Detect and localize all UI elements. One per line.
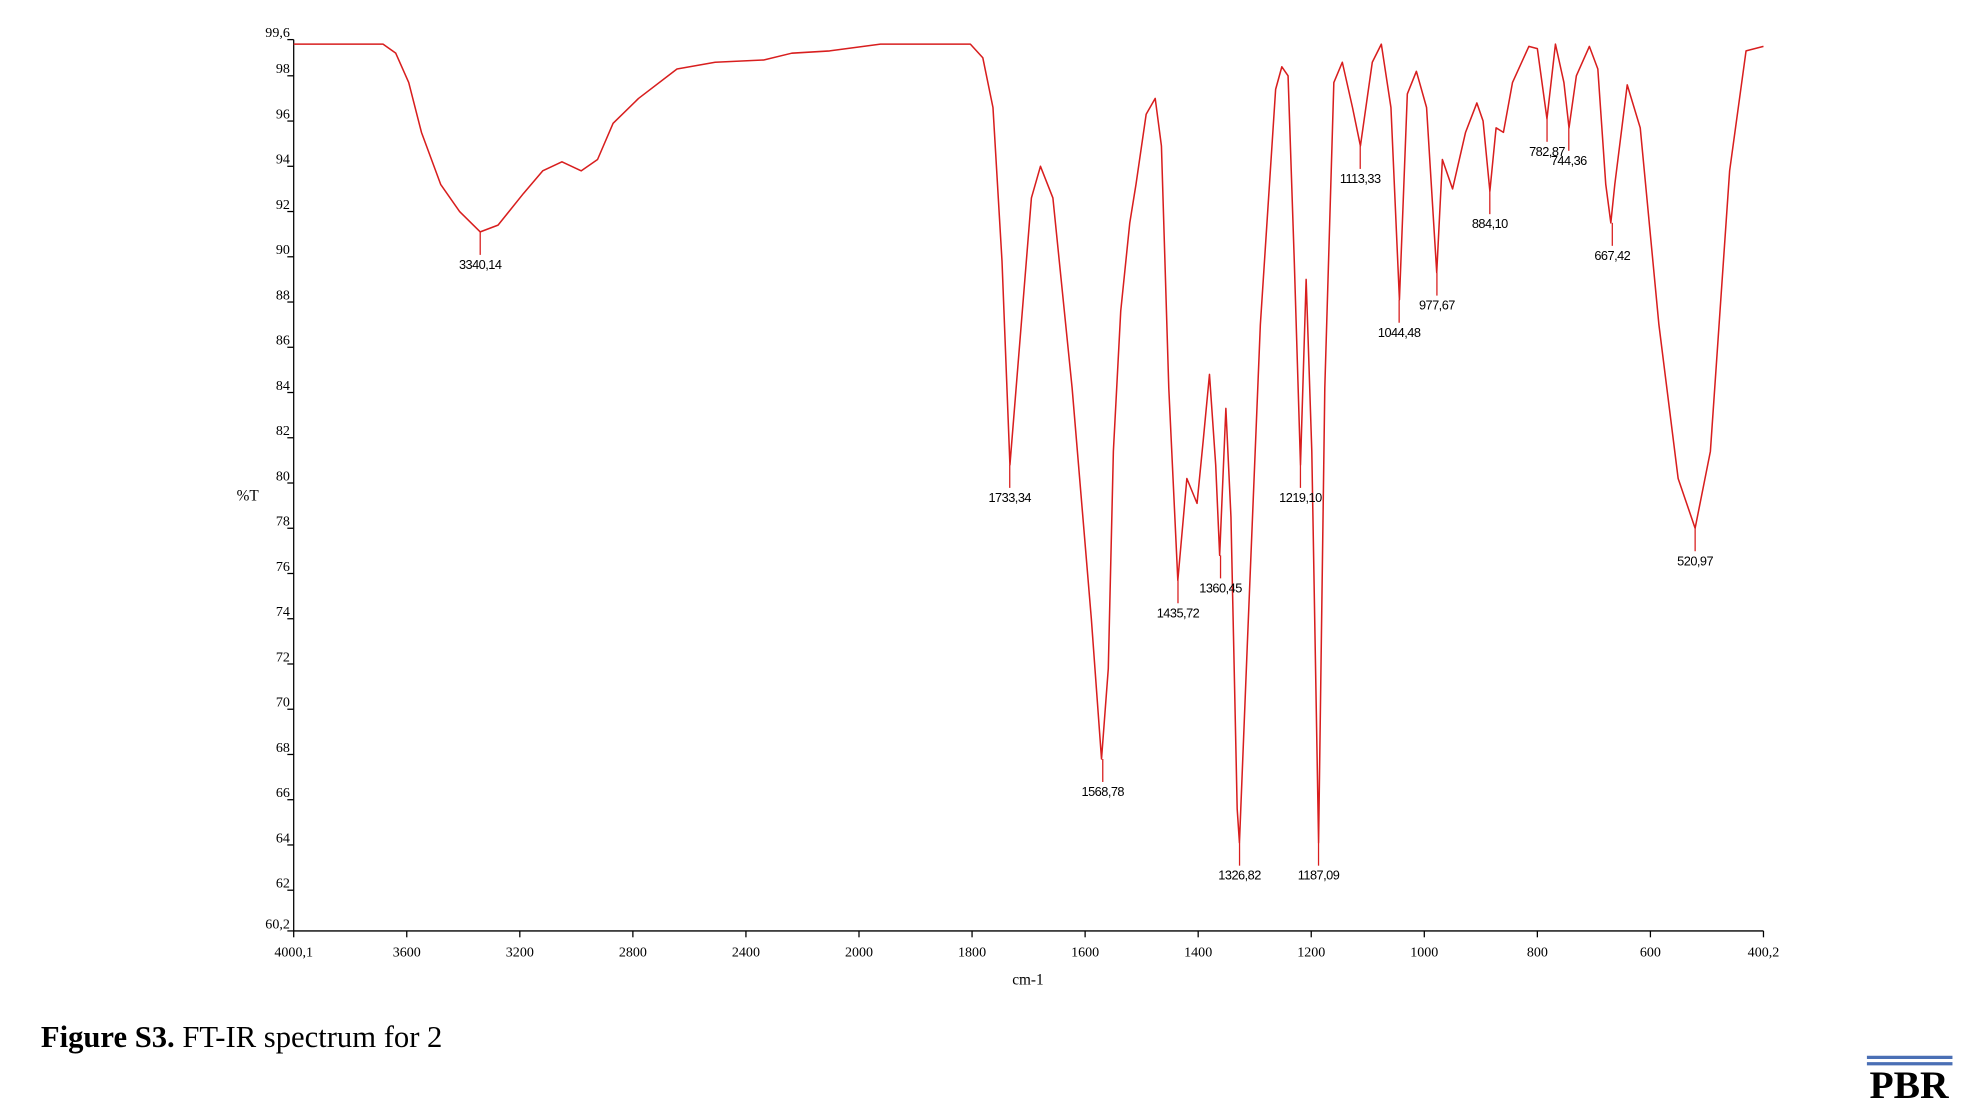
- x-axis-label: cm-1: [1012, 972, 1043, 989]
- x-tick-label: 1200: [1297, 944, 1325, 960]
- x-tick-label: 2000: [845, 944, 873, 960]
- y-tick-label: 98: [276, 61, 290, 77]
- y-tick-label: 96: [276, 106, 290, 122]
- y-tick-label: 84: [276, 378, 290, 394]
- peak-label: 1435,72: [1157, 605, 1200, 620]
- peak-label: 520,97: [1677, 553, 1713, 568]
- x-tick-label: 600: [1640, 944, 1661, 960]
- spectrum-line: [293, 43, 1764, 844]
- peak-label: 1568,78: [1082, 784, 1125, 799]
- peak-label: 1219,10: [1279, 490, 1322, 505]
- x-tick-label: 1600: [1071, 944, 1099, 960]
- peak-label: 744,36: [1551, 153, 1587, 168]
- peak-label: 1733,34: [988, 490, 1031, 505]
- y-tick-label: 80: [276, 468, 290, 484]
- peak-label: 884,10: [1472, 216, 1508, 231]
- y-tick-label: 88: [276, 287, 290, 303]
- peak-label: 667,42: [1594, 248, 1630, 263]
- y-tick-label: 74: [276, 604, 290, 620]
- y-tick-label: 92: [276, 197, 290, 213]
- y-tick-label: 64: [276, 830, 290, 846]
- y-tick-label: 82: [276, 423, 290, 439]
- x-tick-label: 800: [1527, 944, 1548, 960]
- y-tick-label: 62: [276, 876, 290, 892]
- y-axis-label: %T: [237, 488, 260, 505]
- x-tick-label: 2400: [732, 944, 760, 960]
- x-tick-label: 1000: [1410, 944, 1438, 960]
- peak-label: 1326,82: [1218, 868, 1261, 883]
- x-tick-label: 3200: [506, 944, 534, 960]
- y-tick-label: 72: [276, 649, 290, 665]
- peak-label: 1044,48: [1378, 325, 1421, 340]
- y-tick-label: 60,2: [265, 916, 290, 932]
- peak-label: 782,87: [1529, 144, 1565, 159]
- peak-label: 1360,45: [1199, 580, 1242, 595]
- y-tick-label: 66: [276, 785, 290, 801]
- logo: PBR: [1869, 1063, 1949, 1105]
- x-tick-label: 400,2: [1748, 944, 1780, 960]
- figure-caption: Figure S3. FT-IR spectrum for 2: [41, 1020, 443, 1054]
- y-tick-label: 76: [276, 559, 290, 575]
- peak-label: 3340,14: [459, 257, 502, 272]
- caption-text: FT-IR spectrum for 2: [182, 1020, 442, 1054]
- y-tick-label: 68: [276, 740, 290, 756]
- peak-label: 1113,33: [1340, 171, 1381, 186]
- y-tick-label: 78: [276, 514, 290, 530]
- y-tick-label: 86: [276, 333, 290, 349]
- y-tick-label: 99,6: [265, 25, 290, 41]
- x-tick-label: 2800: [619, 944, 647, 960]
- x-tick-label: 4000,1: [274, 944, 313, 960]
- peak-label: 1187,09: [1298, 868, 1340, 883]
- y-tick-label: 94: [276, 152, 290, 168]
- x-tick-label: 3600: [393, 944, 421, 960]
- peak-label: 977,67: [1419, 298, 1455, 313]
- x-tick-label: 1400: [1184, 944, 1212, 960]
- y-tick-label: 70: [276, 695, 290, 711]
- x-tick-label: 1800: [958, 944, 986, 960]
- caption-label: Figure S3.: [41, 1020, 175, 1054]
- y-tick-label: 90: [276, 242, 290, 258]
